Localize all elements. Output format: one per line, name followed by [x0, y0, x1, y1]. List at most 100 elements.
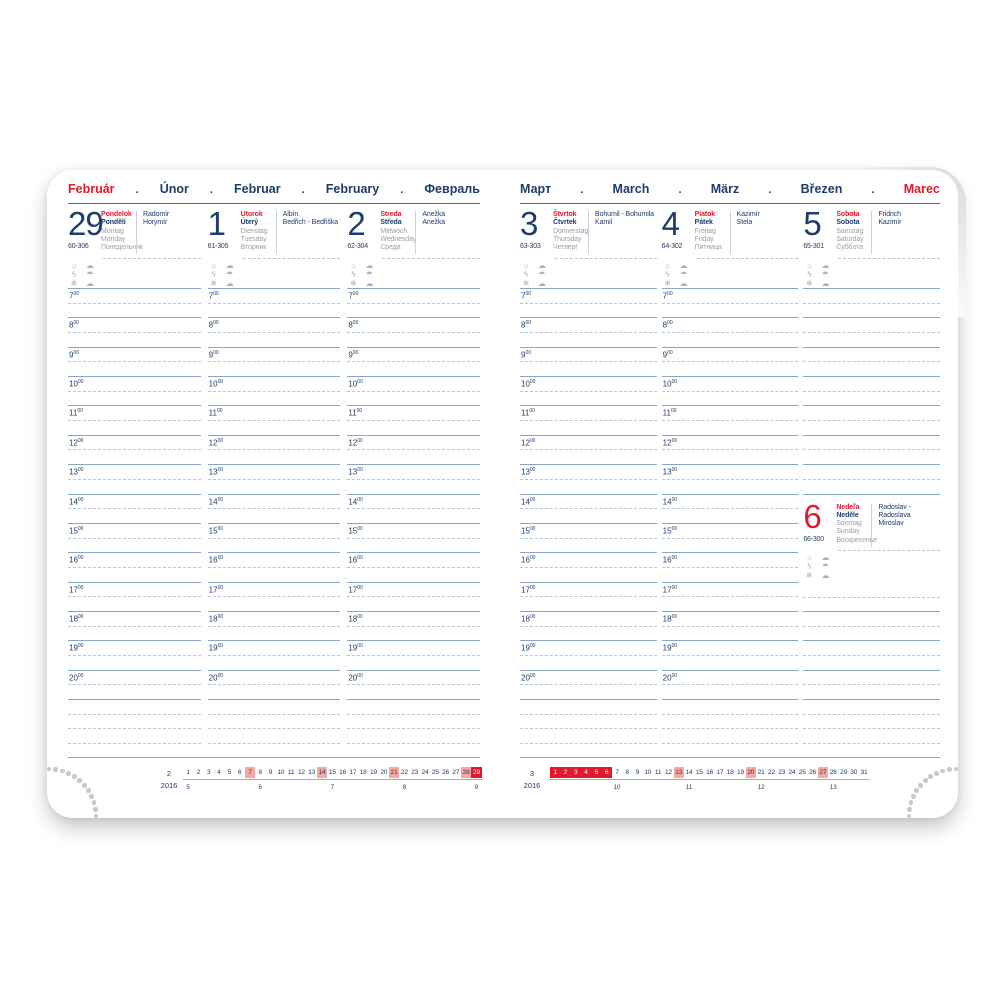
- half-hour-line: [68, 390, 201, 392]
- mini-calendar: 3 2016 1 2 3 4 5 6 7 8 9 10 11 12 13 14 15 16 17 18 19 20 21 22…: [520, 767, 940, 803]
- snowflake-icon: ❄: [210, 279, 218, 288]
- half-hour-line: [520, 625, 657, 627]
- day-number: 4: [661, 205, 680, 242]
- half-hour-line: [207, 655, 341, 656]
- day-column: 4 64-302 Piatok Pátek Freitag Friday Пятница Ka…: [661, 205, 799, 744]
- notes-area: [207, 699, 341, 744]
- day-header: 3 63-303 Štvrtok Čtvrtek Donnerstag Thursday Ч…: [520, 207, 657, 258]
- mini-cal-week-number: 13: [829, 784, 837, 791]
- half-hour-line: [803, 449, 941, 451]
- hour-label: 900: [348, 350, 358, 360]
- hour-label: 1300: [348, 467, 362, 477]
- sun-icon: ☼: [349, 261, 358, 270]
- mini-cal-date-cell: 31: [860, 769, 868, 776]
- hour-row: 1800: [207, 610, 341, 640]
- mini-cal-date-cell: 11: [287, 769, 295, 776]
- month-separator-dot: .: [768, 184, 772, 196]
- hour-number: 18: [521, 614, 530, 624]
- day-name-ru: Воскресенье: [836, 536, 877, 544]
- hour-label: 700: [209, 291, 219, 301]
- hour-minutes: 00: [671, 584, 678, 591]
- mini-cal-month: 2: [166, 769, 172, 778]
- name-days: Radomír Horymír: [143, 211, 169, 227]
- day-name-cz: Pátek: [694, 219, 713, 227]
- name-days: Anežka Anežka: [422, 211, 445, 227]
- half-hour-line: [661, 684, 799, 686]
- month-header: Март. March. März. Březen. Marec: [520, 182, 940, 200]
- month-name: Březen: [800, 182, 843, 196]
- hour-number: 9: [662, 350, 668, 360]
- day-name-en: Thursday: [553, 235, 582, 243]
- note-row: [347, 700, 481, 715]
- ruled-line: [803, 596, 941, 612]
- day-number-block: 6 66-300: [803, 497, 834, 543]
- hour-number: 10: [348, 379, 358, 389]
- month-name: Februar: [234, 182, 281, 196]
- day-name-ru: Суббота: [836, 244, 864, 252]
- note-row: [207, 700, 341, 715]
- header-dashed-line: [103, 258, 201, 259]
- month-name: Február: [68, 182, 115, 196]
- hour-label: 1100: [69, 408, 83, 418]
- hour-minutes: 00: [77, 555, 84, 562]
- hour-row: 1000: [347, 376, 481, 405]
- page-right: Март. March. März. Březen. Marec 3 63-303 Štvr…: [520, 170, 941, 818]
- weather-row: ϟ ☂: [347, 270, 480, 279]
- planner-pages: Február. Únor. Februar. February. Февраль 29…: [47, 170, 958, 818]
- hour-minutes: 00: [671, 379, 678, 386]
- month-underline: [68, 203, 480, 204]
- hour-number: 7: [521, 291, 526, 301]
- mini-cal-week-number: 12: [757, 784, 765, 791]
- hour-minutes: 00: [77, 496, 84, 503]
- day-name-cz: Sobota: [836, 219, 860, 227]
- weather-icons: ☼ ☁ ϟ ☂ ❄ ☁: [520, 259, 657, 288]
- hour-label: 1300: [69, 467, 83, 477]
- half-hour-line: [347, 420, 481, 422]
- half-hour-line: [207, 361, 341, 363]
- hour-minutes: 00: [529, 613, 536, 620]
- day-number: 6: [803, 497, 821, 535]
- ruled-row: [803, 317, 941, 346]
- hour-number: 16: [348, 555, 358, 565]
- ruled-row: [803, 434, 941, 464]
- hour-row: 1700: [207, 581, 341, 611]
- sun-cloud-icon: ☁: [679, 261, 688, 270]
- hour-row: 1700: [520, 581, 657, 611]
- weather-icons: ☼ ☁ ϟ ☂ ❄ ☁: [68, 259, 201, 288]
- hour-minutes: 00: [529, 496, 536, 503]
- mini-cal-underline: [183, 779, 482, 780]
- half-hour-line: [803, 361, 941, 363]
- hour-minutes: 00: [671, 555, 678, 562]
- mini-cal-date-cell: 13: [308, 769, 316, 776]
- wind-cloud-icon: ☁: [365, 279, 374, 288]
- hour-number: 7: [662, 291, 668, 301]
- hour-row: 700: [661, 288, 799, 317]
- weather-row: ϟ ☂: [68, 270, 201, 279]
- hour-label: 1200: [521, 438, 535, 448]
- half-hour-line: [207, 478, 341, 480]
- hour-row: 1300: [661, 464, 799, 493]
- mini-cal-date-cell: 27: [817, 767, 829, 778]
- half-hour-line: [803, 420, 941, 422]
- hour-number: 13: [69, 467, 78, 477]
- hour-minutes: 00: [77, 467, 84, 474]
- half-hour-line: [661, 596, 799, 598]
- hour-label: 800: [209, 320, 219, 330]
- month-name: February: [325, 182, 380, 196]
- day-number: 3: [520, 205, 538, 242]
- half-hour-line: [661, 478, 799, 480]
- weather-row: ❄ ☁: [208, 279, 341, 288]
- ruled-line: [803, 684, 941, 699]
- vertical-separator: [871, 211, 873, 254]
- sun-icon: ☼: [522, 261, 530, 270]
- day-names: Utorok Úterý Dienstag Tuesday Вторник: [241, 211, 268, 252]
- mini-cal-date-cell: 19: [737, 769, 744, 776]
- hour-row: 1100: [347, 405, 481, 434]
- notes-area: [520, 699, 657, 744]
- hour-label: 700: [348, 291, 358, 301]
- half-hour-line: [207, 684, 341, 686]
- rain-cloud-icon: ☂: [86, 270, 94, 279]
- day-of-year: 62-304: [347, 243, 368, 250]
- hour-row: 700: [68, 288, 201, 317]
- half-hour-line: [520, 420, 657, 422]
